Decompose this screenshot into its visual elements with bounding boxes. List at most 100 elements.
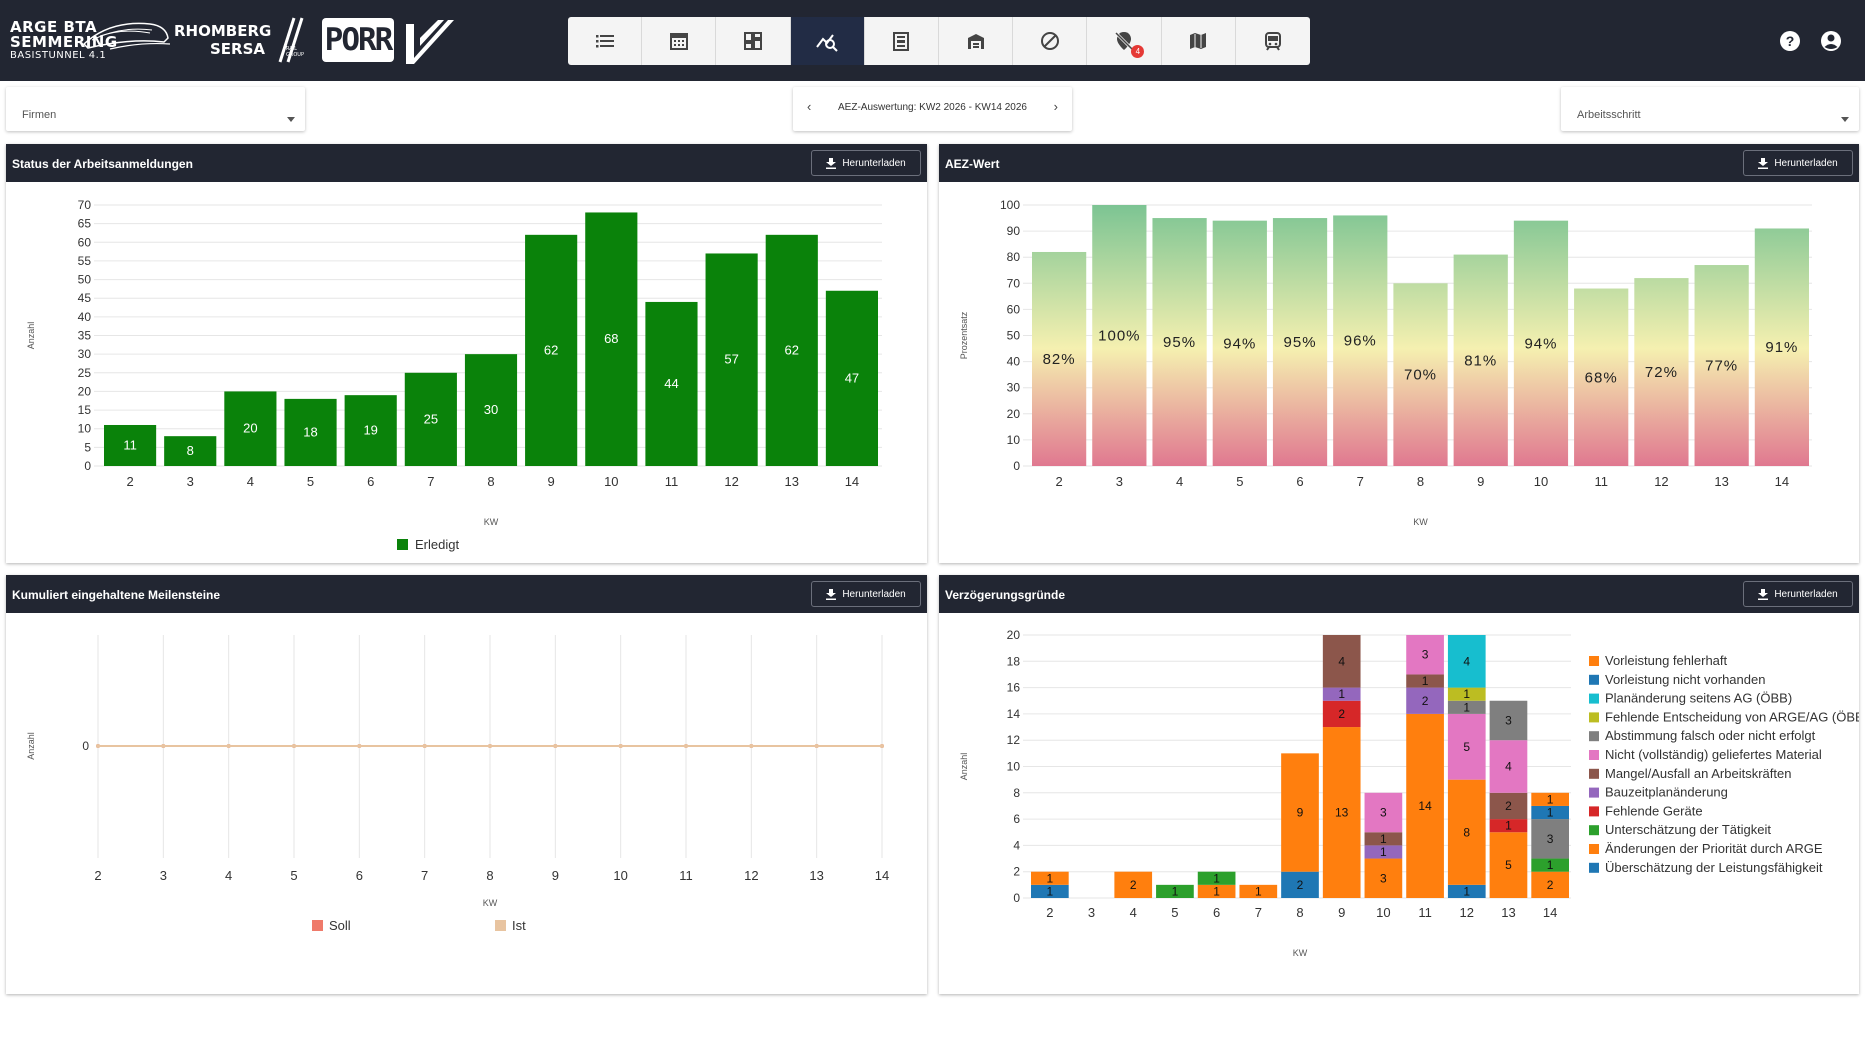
segment-data-label: 9 <box>1297 806 1304 820</box>
aez-download-button[interactable]: Herunterladen <box>1743 150 1853 176</box>
stacked-bar-segment <box>1156 884 1194 898</box>
bar-data-label: 94% <box>1223 335 1256 352</box>
x-tick-label: 8 <box>487 474 494 489</box>
bar <box>1694 265 1749 466</box>
arge-logo-line1: ARGE BTA <box>10 18 98 36</box>
bar <box>1574 288 1629 466</box>
stacked-bar-segment <box>1489 740 1528 793</box>
download-icon <box>1758 588 1769 600</box>
firmen-select-label: Firmen <box>22 109 57 121</box>
legend-swatch <box>397 539 408 550</box>
x-tick-label: 14 <box>845 474 859 489</box>
list-icon <box>595 35 614 48</box>
x-tick-label: 2 <box>1055 474 1062 489</box>
bar <box>164 436 217 466</box>
legend-label: Änderungen der Priorität durch ARGE <box>1605 841 1823 856</box>
top-app-bar: ARGE BTA SEMMERING BASISTUNNEL 4.1 RHOMB… <box>0 0 1865 81</box>
chevron-right-icon[interactable]: › <box>1053 99 1058 114</box>
chevron-down-icon <box>1841 117 1849 122</box>
legend-label: Fehlende Entscheidung von ARGE/AG (ÖBB) <box>1605 709 1859 724</box>
legend-swatch <box>1589 862 1599 873</box>
nav-warehouse-button[interactable] <box>939 17 1014 65</box>
stacked-bar-segment <box>1031 884 1069 898</box>
legend-swatch <box>495 920 506 931</box>
stacked-bar-segment <box>1489 819 1528 833</box>
y-tick-label: 70 <box>78 198 92 212</box>
data-point <box>814 744 819 748</box>
arbeitsschritt-select[interactable]: Arbeitsschritt <box>1561 87 1859 131</box>
chevron-left-icon[interactable]: ‹ <box>807 99 812 114</box>
y-tick-label: 100 <box>1000 198 1020 212</box>
bar <box>404 372 457 466</box>
y-tick-label: 20 <box>1007 628 1021 642</box>
data-point <box>161 744 166 748</box>
data-point <box>880 744 884 748</box>
x-tick-label: 4 <box>225 868 232 883</box>
nav-list-button[interactable] <box>568 17 643 65</box>
stacked-bar-segment <box>1114 871 1153 898</box>
verzoegerung-download-button[interactable]: Herunterladen <box>1743 581 1853 607</box>
nav-calendar-button[interactable] <box>642 17 717 65</box>
nav-train-button[interactable] <box>1236 17 1310 65</box>
status-download-button[interactable]: Herunterladen <box>811 150 921 176</box>
bar <box>525 234 578 466</box>
nav-map-button[interactable] <box>1162 17 1236 65</box>
x-tick-label: 3 <box>187 474 194 489</box>
meilensteine-download-button[interactable]: Herunterladen <box>811 581 921 607</box>
bar <box>1333 215 1388 466</box>
legend-label: Überschätzung der Leistungsfähigkeit <box>1605 860 1823 875</box>
y-tick-label: 55 <box>78 254 92 268</box>
legend-swatch <box>312 920 323 931</box>
dashboard-icon <box>743 32 762 50</box>
x-tick-label: 12 <box>724 474 738 489</box>
y-tick-label: 5 <box>84 440 91 454</box>
nav-location-button[interactable]: 4 <box>1087 17 1162 65</box>
segment-data-label: 3 <box>1422 648 1429 662</box>
slash-logo-icon <box>278 17 304 63</box>
legend-label: Fehlende Geräte <box>1605 803 1703 818</box>
rhomberg-line1: RHOMBERG <box>174 22 272 40</box>
bar-data-label: 91% <box>1765 339 1798 356</box>
x-tick-label: 10 <box>1534 474 1548 489</box>
svg-text:?: ? <box>1786 33 1795 49</box>
legend-swatch <box>1589 731 1599 742</box>
data-point <box>226 744 231 748</box>
legend-label: Abstimmung falsch oder nicht erfolgt <box>1605 728 1816 743</box>
x-tick-label: 13 <box>1714 474 1728 489</box>
y-tick-label: 90 <box>1007 224 1021 238</box>
stacked-bar-segment <box>1322 727 1361 898</box>
verzoegerung-panel: Verzögerungsgründe Herunterladen 0 2 4 6 8 10… <box>939 575 1859 994</box>
stacked-bar-segment <box>1322 635 1361 688</box>
nav-dashboard-button[interactable] <box>716 17 791 65</box>
nav-analytics-button[interactable] <box>790 17 865 65</box>
data-point <box>422 744 427 748</box>
bar-data-label: 8 <box>187 443 194 458</box>
help-icon[interactable]: ? <box>1779 30 1801 52</box>
firmen-select[interactable]: Firmen <box>6 87 305 131</box>
account-icon[interactable] <box>1820 30 1842 52</box>
data-point <box>488 744 492 748</box>
y-tick-label: 16 <box>1007 681 1021 695</box>
legend-label: Vorleistung nicht vorhanden <box>1605 672 1765 687</box>
y-tick-label: 20 <box>78 384 92 398</box>
bar <box>1212 220 1267 466</box>
nav-schedule-button[interactable] <box>865 17 939 65</box>
bar <box>224 391 277 466</box>
nav-block-button[interactable] <box>1013 17 1088 65</box>
location-off-icon <box>1114 31 1133 51</box>
x-tick-label: 7 <box>427 474 434 489</box>
segment-data-label: 3 <box>1380 871 1387 885</box>
legend-swatch <box>1589 825 1599 836</box>
y-tick-label: 0 <box>84 459 91 473</box>
stacked-bar-segment <box>1447 884 1486 898</box>
main-navigation: 4 <box>568 17 1310 65</box>
bar <box>765 234 818 466</box>
y-tick-label: 70 <box>1007 276 1021 290</box>
x-tick-label: 3 <box>1088 905 1095 920</box>
legend-swatch <box>1589 750 1599 760</box>
bar <box>344 395 397 466</box>
stacked-bar-segment <box>1197 871 1236 885</box>
warehouse-icon <box>967 34 984 49</box>
y-tick-label: 10 <box>78 422 92 436</box>
